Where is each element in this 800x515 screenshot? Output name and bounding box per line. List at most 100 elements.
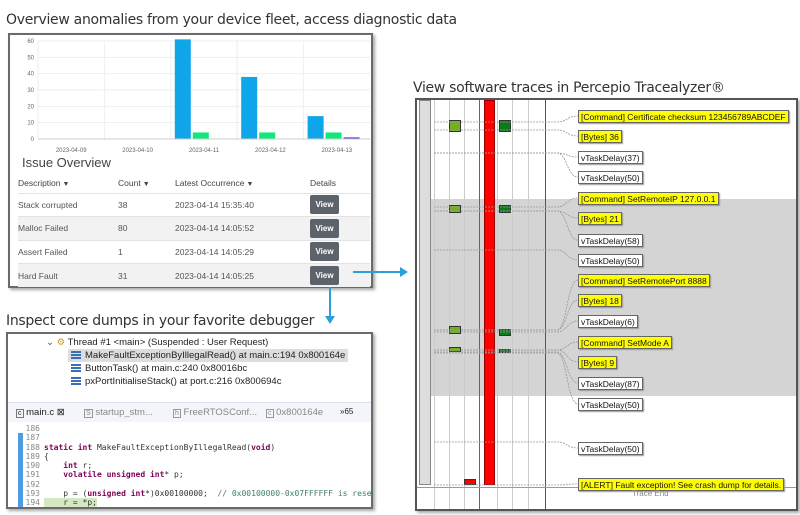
event-block[interactable] xyxy=(449,205,461,213)
bar[interactable] xyxy=(241,76,258,139)
code-line: 190 int r; xyxy=(8,461,371,470)
c-file-icon: c xyxy=(16,409,24,418)
line-number: 192 xyxy=(25,479,40,489)
stack-frame[interactable]: MakeFaultExceptionByIllegalRead() at mai… xyxy=(68,349,349,362)
bar[interactable] xyxy=(259,132,276,139)
code-line: 188 static int MakeFaultExceptionByIllega… xyxy=(8,443,371,452)
code-line: 193 p = (unsigned int*)0x00100000; // 0x… xyxy=(8,489,371,498)
view-button[interactable]: View xyxy=(310,242,339,262)
stack-frame[interactable]: ButtonTask() at main.c:240 0x80016bc xyxy=(68,362,250,375)
issue-row[interactable]: Stack corrupted 38 2023-04-14 15:35:40 View xyxy=(18,192,370,217)
view-button[interactable]: View xyxy=(310,266,339,285)
tab-address[interactable]: c 0x800164e xyxy=(266,407,324,418)
event-block[interactable] xyxy=(499,349,511,353)
bar[interactable] xyxy=(325,132,342,139)
trace-annotation-label[interactable]: [Command] SetRemoteIP 127.0.0.1 xyxy=(578,192,719,205)
x-tick-label: 2023-04-13 xyxy=(321,148,352,154)
issue-latest: 2023-04-14 14:05:29 xyxy=(175,239,310,264)
task-delay-label[interactable]: vTaskDelay(37) xyxy=(578,151,643,164)
trace-annotation-label[interactable]: [Bytes] 36 xyxy=(578,130,622,143)
event-block[interactable] xyxy=(449,120,461,132)
event-connectors xyxy=(434,115,579,486)
arrow-to-debugger xyxy=(329,287,331,317)
trace-annotation-label[interactable]: [Bytes] 18 xyxy=(578,294,622,307)
task-delay-label[interactable]: vTaskDelay(50) xyxy=(578,254,643,267)
event-connector xyxy=(434,129,579,137)
bar[interactable] xyxy=(307,116,324,139)
task-execution-bar[interactable] xyxy=(484,100,495,485)
col-details: Details xyxy=(310,177,336,188)
task-delay-label[interactable]: vTaskDelay(58) xyxy=(578,234,643,247)
issue-table: Description ▼ Count ▼ Latest Occurrence ▼ D… xyxy=(18,173,370,287)
y-tick-label: 60 xyxy=(27,39,34,45)
event-connector xyxy=(434,483,579,486)
tab-main-c[interactable]: c main.c ⊠ xyxy=(16,407,65,418)
event-block[interactable] xyxy=(449,347,461,352)
trace-annotation-label[interactable]: [Command] SetRemotePort 8888 xyxy=(578,274,710,287)
code-token: * p; xyxy=(164,470,184,480)
event-connector xyxy=(434,299,579,331)
task-delay-label[interactable]: vTaskDelay(6) xyxy=(578,315,638,328)
event-block[interactable] xyxy=(499,205,511,213)
trace-annotation-label[interactable]: [Bytes] 21 xyxy=(578,212,622,225)
chevron-down-icon[interactable]: ⌄ xyxy=(46,337,54,348)
trace-annotation-label[interactable]: [ALERT] Fault exception! See crash dump … xyxy=(578,478,785,491)
thread-item[interactable]: ⌄ ⚙ Thread #1 <main> (Suspended : User R… xyxy=(46,337,269,348)
bar[interactable] xyxy=(174,39,191,139)
code-token: volatile unsigned int xyxy=(44,470,165,480)
task-delay-label[interactable]: vTaskDelay(50) xyxy=(578,171,643,184)
col-count[interactable]: Count ▼ xyxy=(118,177,150,188)
task-delay-label[interactable]: vTaskDelay(50) xyxy=(578,442,643,455)
issue-latest: 2023-04-14 14:05:52 xyxy=(175,216,310,240)
trace-annotation-label[interactable]: [Command] Certificate checksum 123456789… xyxy=(578,110,789,123)
trace-annotation-label[interactable]: [Bytes] 9 xyxy=(578,356,618,369)
code-token: MakeFaultExceptionByIllegalRead( xyxy=(96,442,252,452)
line-number: 195 xyxy=(8,508,44,509)
issue-row[interactable]: Hard Fault 31 2023-04-14 14:05:25 View xyxy=(18,263,370,287)
event-block[interactable] xyxy=(499,329,511,336)
task-delay-label[interactable]: vTaskDelay(50) xyxy=(578,398,643,411)
caret-down-icon: ▼ xyxy=(246,180,254,188)
trace-annotation-label[interactable]: [Command] SetMode A xyxy=(578,336,672,349)
event-connector xyxy=(434,352,579,405)
tab-startup[interactable]: S startup_stm... xyxy=(84,407,153,418)
col-latest-occurrence[interactable]: Latest Occurrence ▼ xyxy=(175,177,254,188)
tab-freertosconfig[interactable]: h FreeRTOSConf... xyxy=(173,407,258,418)
y-tick-label: 40 xyxy=(27,72,34,78)
issue-count: 31 xyxy=(118,263,175,287)
fault-event-block[interactable] xyxy=(464,479,476,485)
event-connector xyxy=(434,152,579,158)
thread-icon: ⚙ xyxy=(56,337,66,348)
trace-end-label: Trace End xyxy=(632,489,669,498)
code-token: { xyxy=(44,451,49,461)
scroll-track[interactable] xyxy=(419,100,431,485)
col-description[interactable]: Description ▼ xyxy=(18,177,70,188)
task-delay-label[interactable]: vTaskDelay(87) xyxy=(578,377,643,390)
close-icon[interactable]: ⊠ xyxy=(56,407,65,418)
code-editor[interactable]: 186 187 188 static int MakeFaultExceptionBy… xyxy=(8,424,371,509)
more-tabs-button[interactable]: »65 xyxy=(340,407,354,416)
view-button[interactable]: View xyxy=(310,218,339,238)
view-button[interactable]: View xyxy=(310,195,339,215)
y-tick-label: 0 xyxy=(31,137,35,143)
issue-description: Hard Fault xyxy=(18,263,118,287)
bar[interactable] xyxy=(343,137,360,139)
event-block[interactable] xyxy=(499,120,511,132)
line-number: 193 xyxy=(25,489,40,499)
issue-overview-title: Issue Overview xyxy=(22,155,111,170)
code-token: r = *p; xyxy=(44,498,97,508)
stack-frame-icon xyxy=(71,364,81,372)
stack-frame[interactable]: pxPortInitialiseStack() at port.c:216 0x… xyxy=(68,375,284,388)
code-line: 186 xyxy=(8,424,371,433)
event-connector xyxy=(434,279,579,331)
x-tick-label: 2023-04-12 xyxy=(255,148,286,154)
issue-row[interactable]: Malloc Failed 80 2023-04-14 14:05:52 View xyxy=(18,216,370,240)
bar[interactable] xyxy=(192,132,209,139)
issue-row[interactable]: Assert Failed 1 2023-04-14 14:05:29 View xyxy=(18,239,370,264)
event-connector xyxy=(434,349,579,363)
code-token: ) xyxy=(270,442,276,452)
line-number: 187 xyxy=(25,433,40,443)
code-line: 192 xyxy=(8,480,371,489)
arrow-head-down xyxy=(325,316,335,324)
issue-description: Stack corrupted xyxy=(18,192,118,217)
